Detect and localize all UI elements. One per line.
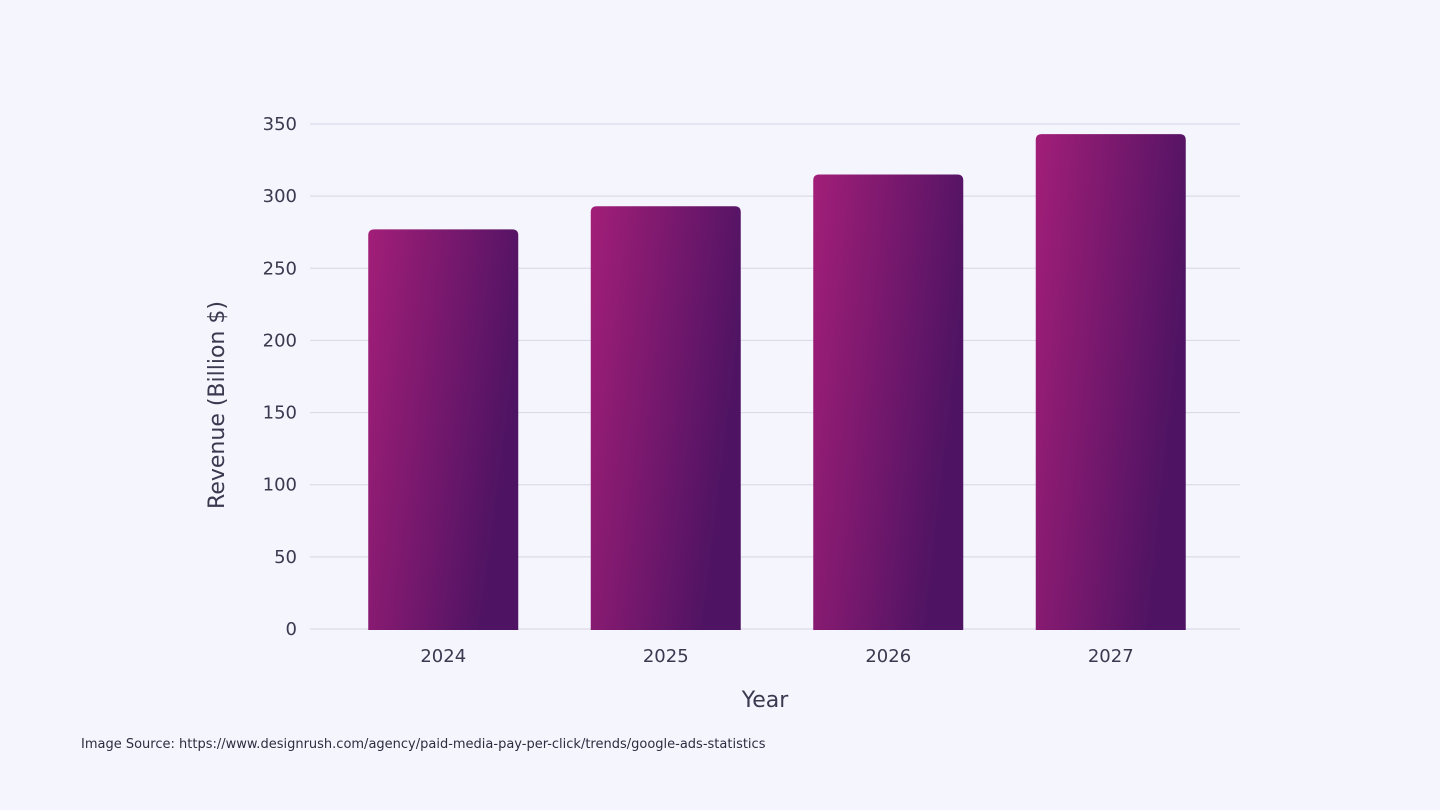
bar-2026	[813, 174, 964, 630]
y-axis-ticks: 0 50 100 150 200 250 300 350	[263, 114, 297, 640]
y-tick-label: 350	[263, 114, 297, 135]
x-tick-label: 2027	[1088, 646, 1134, 667]
bars	[368, 134, 1186, 631]
y-axis-title: Revenue (Billion $)	[205, 301, 230, 509]
bar-2025	[590, 206, 741, 630]
x-tick-label: 2024	[420, 646, 466, 667]
y-tick-label: 200	[263, 330, 297, 351]
x-tick-label: 2025	[643, 646, 689, 667]
x-tick-label: 2026	[865, 646, 911, 667]
x-axis-title: Year	[741, 688, 790, 713]
bar-2024	[368, 229, 519, 631]
y-tick-label: 150	[263, 403, 297, 424]
y-tick-label: 250	[263, 258, 297, 279]
y-tick-label: 300	[263, 186, 297, 207]
y-tick-label: 0	[286, 619, 297, 640]
x-axis-ticks: 2024 2025 2026 2027	[420, 646, 1133, 667]
y-tick-label: 50	[274, 547, 297, 568]
revenue-bar-chart: 0 50 100 150 200 250 300 350 2024 2025 2026 2027 R…	[205, 114, 1240, 713]
image-source-caption: Image Source: https://www.designrush.com…	[81, 737, 766, 752]
bar-2027	[1035, 134, 1186, 630]
y-tick-label: 100	[263, 475, 297, 496]
